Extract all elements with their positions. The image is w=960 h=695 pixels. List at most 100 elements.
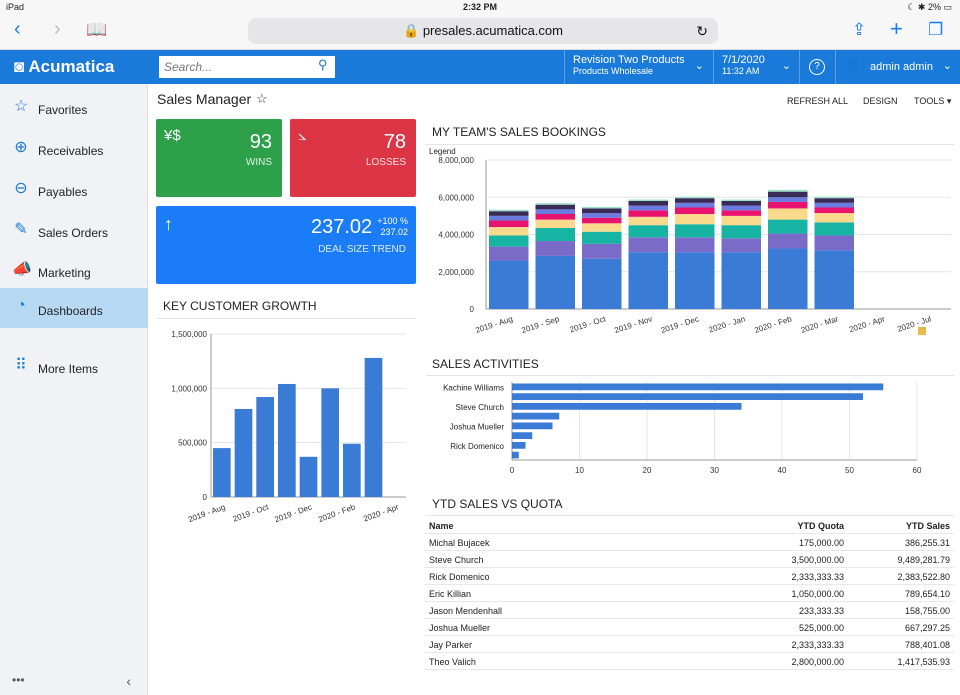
cell-quota: 233,333.33 [798, 606, 844, 616]
header-name[interactable]: Name [429, 521, 454, 531]
sidebar-item-dashboards[interactable]: ◔ Dashboards [0, 288, 148, 328]
x-tick-label: 2019 - Aug [474, 314, 514, 335]
stacked-bar-segment [582, 206, 622, 209]
cell-quota: 175,000.00 [798, 538, 844, 548]
stacked-bar-segment [489, 220, 529, 228]
chart-type-icon [918, 327, 926, 335]
acumatica-logo[interactable]: ◙ Acumatica [14, 57, 115, 76]
collapse-sidebar-icon[interactable]: ‹ [126, 673, 131, 689]
ytd-title: YTD SALES VS QUOTA [432, 497, 563, 511]
losses-tile[interactable]: ⦣ 78 LOSSES [290, 119, 416, 197]
y-tick-label: 6,000,000 [438, 193, 474, 202]
x-tick-label: 2020 - Jul [896, 314, 932, 333]
sidebar-item-receivables[interactable]: ⊕ Receivables [0, 128, 148, 168]
url-text: presales.acumatica.com [422, 23, 563, 38]
stacked-bar-segment [582, 213, 622, 218]
table-row[interactable]: Jason Mendenhall 233,333.33 158,755.00 [424, 602, 954, 619]
deal-sub: 237.02 [380, 227, 408, 237]
stacked-bar-segment [675, 207, 715, 215]
sidebar-item-favorites[interactable]: ☆ Favorites [13, 98, 88, 117]
bar [213, 448, 231, 497]
stacked-bar-segment [535, 204, 575, 210]
table-row[interactable]: Joshua Mueller 525,000.00 667,297.25 [424, 619, 954, 636]
stacked-bar-segment [489, 209, 529, 212]
x-tick-label: 2019 - Nov [613, 314, 653, 335]
x-tick-label: 2020 - Apr [848, 314, 886, 334]
megaphone-icon: 📣 [12, 261, 32, 278]
table-row[interactable]: Rick Domenico 2,333,333.33 2,383,522.80 [424, 568, 954, 585]
cell-name: Jay Parker [429, 640, 473, 650]
sidebar-item-payables[interactable]: ⊖ Payables [0, 169, 148, 209]
table-row[interactable]: Steve Church 3,500,000.00 9,489,281.79 [424, 551, 954, 568]
stacked-bar-segment [675, 198, 715, 203]
x-tick-label: 2019 - Dec [273, 502, 313, 524]
stacked-bar-segment [628, 216, 668, 226]
stacked-bar-segment [628, 252, 668, 309]
back-icon[interactable]: ‹ [14, 18, 21, 40]
deal-size-tile[interactable]: ↑ 237.02 +100 % 237.02 DEAL SIZE TREND [156, 206, 416, 284]
stacked-bar-segment [721, 200, 761, 206]
ios-status-bar: iPad 2:32 PM ☾ ✱ 2% ▭ [0, 0, 960, 14]
stacked-bar-segment [675, 224, 715, 238]
company-selector[interactable]: Revision Two Products Products Wholesale… [564, 50, 712, 84]
bar [512, 422, 553, 430]
header-sales[interactable]: YTD Sales [905, 521, 950, 531]
date-selector[interactable]: 7/1/2020 11:32 AM ⌄ [713, 50, 799, 84]
x-tick-label: 2019 - Oct [569, 314, 608, 334]
bar [364, 357, 383, 497]
cell-sales: 386,255.31 [904, 538, 950, 548]
tabs-icon[interactable]: ❐ [928, 20, 944, 39]
table-row[interactable]: Michal Bujacek 175,000.00 386,255.31 [424, 534, 954, 551]
design-button[interactable]: DESIGN [863, 96, 898, 106]
tools-menu[interactable]: TOOLS ▾ [914, 96, 952, 106]
bar [278, 383, 296, 497]
branch-name: Products Wholesale [573, 66, 654, 76]
deal-value: 237.02 [311, 216, 373, 238]
sales-bookings-chart: Legend 0 2,000,000 4,000,000 6,000,000 8,000,… [429, 147, 951, 335]
edit-icon: ✎ [14, 221, 28, 238]
sales-activities-title: SALES ACTIVITIES [432, 357, 539, 371]
stacked-bar-segment [489, 260, 529, 309]
stacked-bar-segment [582, 231, 622, 244]
share-icon[interactable]: ⇪ [852, 20, 867, 39]
divider [426, 144, 954, 145]
user-menu[interactable]: 👤 admin admin ⌄ [835, 50, 960, 84]
divider [426, 375, 954, 376]
search-icon[interactable]: ⚲ [318, 57, 328, 72]
bar [512, 442, 526, 449]
header-quota[interactable]: YTD Quota [797, 521, 845, 531]
help-button[interactable]: ? [799, 50, 835, 84]
sidebar-item-marketing[interactable]: 📣 Marketing [12, 261, 91, 280]
table-row[interactable]: Theo Valich 2,800,000.00 1,417,535.93 [424, 653, 954, 670]
new-tab-icon[interactable]: + [890, 16, 903, 41]
legend-label: Legend [429, 147, 456, 156]
cell-quota: 525,000.00 [798, 623, 844, 633]
stacked-bar-segment [768, 201, 808, 209]
browser-toolbar: ‹ › 📖 🔒 presales.acumatica.com ↻ ⇪ + ❐ [0, 14, 960, 50]
plus-circle-icon: ⊕ [14, 139, 28, 156]
table-row[interactable]: Jay Parker 2,333,333.33 788,401.08 [424, 636, 954, 653]
sales-activities-chart: 0 10 20 30 40 50 60 Kachine Williams Steve Churc… [443, 382, 922, 475]
user-name: admin admin [870, 61, 933, 73]
sidebar-item-sales-orders[interactable]: ✎ Sales Orders [0, 210, 148, 250]
more-dots[interactable]: ••• [12, 673, 25, 687]
x-tick-label: 20 [643, 466, 652, 475]
table-row[interactable]: Eric Killian 1,050,000.00 789,654.10 [424, 585, 954, 602]
bookmarks-icon[interactable]: 📖 [86, 20, 108, 39]
y-tick-label: 2,000,000 [438, 268, 474, 277]
refresh-all-button[interactable]: REFRESH ALL [787, 96, 849, 106]
bar [512, 403, 742, 410]
sidebar-item-more-items[interactable]: ⠿ More Items [0, 346, 148, 386]
cell-name: Michal Bujacek [429, 538, 490, 548]
deal-label: DEAL SIZE TREND [318, 244, 406, 255]
wins-tile[interactable]: ¥$ 93 WINS [156, 119, 282, 197]
bar [512, 432, 533, 439]
y-tick-label: 1,000,000 [171, 384, 207, 393]
address-bar[interactable]: 🔒 presales.acumatica.com ↻ [248, 18, 718, 44]
forward-icon[interactable]: › [54, 18, 61, 40]
cell-quota: 1,050,000.00 [791, 589, 844, 599]
favorite-star-icon[interactable]: ☆ [256, 91, 268, 106]
cell-quota: 3,500,000.00 [791, 555, 844, 565]
search-input[interactable] [159, 56, 335, 78]
reload-icon[interactable]: ↻ [696, 23, 708, 39]
